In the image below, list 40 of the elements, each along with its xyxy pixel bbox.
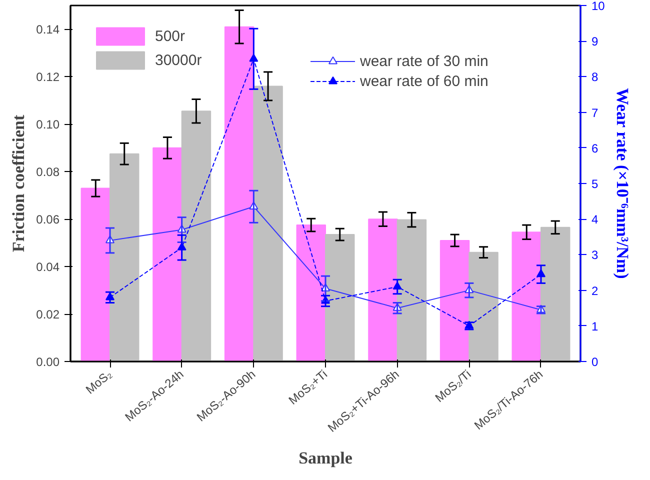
- bar: [368, 218, 398, 362]
- x-axis-title: Sample: [298, 448, 353, 468]
- bar: [80, 188, 111, 362]
- y2-tick-label: 9: [592, 34, 598, 49]
- legend-label: wear rate of 30 min: [360, 52, 488, 70]
- y-tick-label: 0.12: [36, 70, 60, 84]
- bar: [468, 252, 498, 362]
- y2-tick-label: 7: [592, 106, 598, 120]
- y2-tick-label: 4: [592, 212, 598, 227]
- bar: [181, 110, 212, 362]
- bar: [540, 226, 570, 362]
- bar: [396, 219, 427, 362]
- y-tick-label: 0.00: [36, 355, 60, 369]
- bar: [296, 224, 326, 362]
- y-tick-label: 0.10: [36, 118, 60, 132]
- y2-tick-label: 10: [592, 0, 606, 13]
- y-tick-label: 0.08: [36, 165, 60, 180]
- y2-tick-label: 3: [592, 248, 598, 262]
- y-tick-label: 0.04: [36, 260, 60, 274]
- y2-tick-label: 0: [592, 355, 598, 369]
- bar: [110, 153, 140, 362]
- y2-tick-label: 2: [592, 284, 598, 298]
- bar: [152, 147, 182, 362]
- y2-axis-title: Wear rate (×10⁻⁶mm³/Nm): [612, 88, 632, 279]
- y2-tick-label: 8: [592, 70, 598, 84]
- y-tick-label: 0.02: [36, 308, 60, 322]
- legend-label: 500r: [155, 28, 186, 44]
- y2-tick-label: 1: [592, 319, 598, 334]
- y2-tick-label: 6: [592, 141, 598, 156]
- y-tick-label: 0.14: [36, 22, 60, 37]
- bar: [224, 26, 254, 362]
- legend-label: 30000r: [155, 52, 202, 68]
- bar: [440, 240, 470, 362]
- y-axis-title: Friction coefficient: [9, 114, 28, 252]
- bar: [325, 234, 355, 362]
- legend-label: wear rate of 60 min: [360, 72, 488, 90]
- bar: [512, 232, 542, 362]
- y2-tick-label: 5: [592, 177, 598, 191]
- y-tick-label: 0.06: [36, 212, 60, 227]
- bar: [253, 86, 283, 362]
